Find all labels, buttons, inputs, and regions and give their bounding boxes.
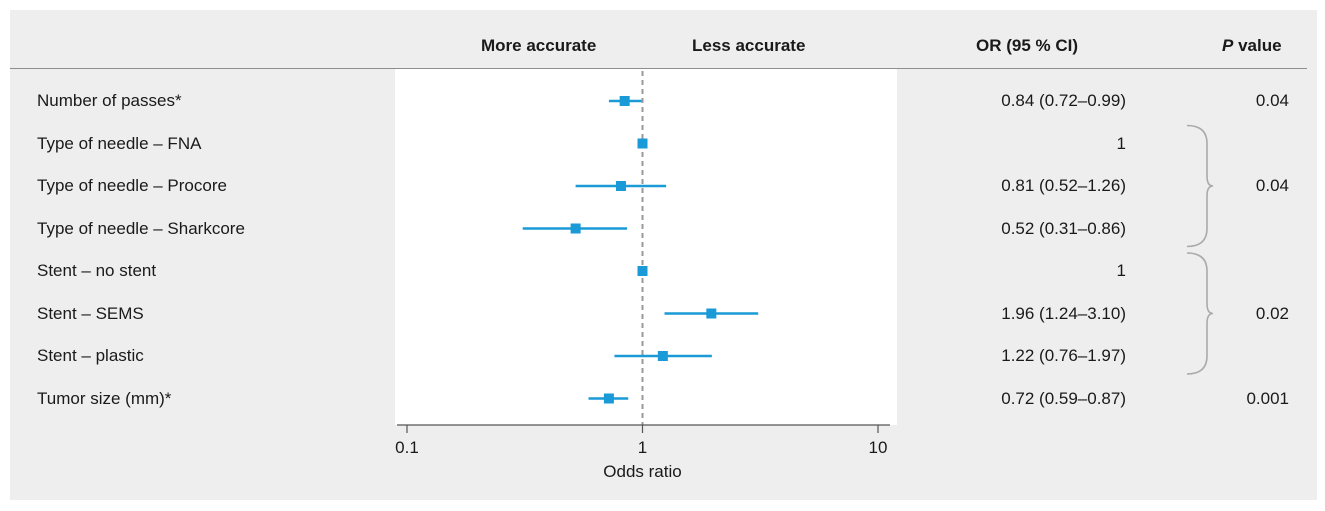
or-ci-value: 0.52 (0.31–0.86) bbox=[1001, 218, 1126, 238]
or-ci-value: 1.96 (1.24–3.10) bbox=[1001, 303, 1126, 323]
point-estimate-marker bbox=[603, 393, 614, 404]
row-label: Stent – plastic bbox=[37, 346, 144, 365]
group-bracket bbox=[1186, 124, 1214, 248]
point-estimate-marker bbox=[615, 181, 626, 191]
point-estimate-marker bbox=[570, 223, 581, 234]
plot-area bbox=[395, 69, 897, 425]
header-p-rest: value bbox=[1233, 36, 1282, 55]
header-row: More accurate Less accurate OR (95 % CI)… bbox=[10, 10, 1317, 70]
or-ci-value: 0.81 (0.52–1.26) bbox=[1001, 176, 1126, 195]
header-or-ci: OR (95 % CI) bbox=[976, 36, 1079, 55]
header-more-accurate: More accurate bbox=[481, 36, 597, 55]
p-value: 0.04 bbox=[1255, 91, 1289, 110]
row-label: Tumor size (mm)* bbox=[37, 388, 172, 408]
row-label: Number of passes* bbox=[37, 91, 182, 110]
x-tick-label: 0.1 bbox=[395, 438, 419, 457]
x-tick-label: 1 bbox=[638, 438, 647, 457]
point-estimate-marker bbox=[657, 351, 668, 361]
point-estimate-marker bbox=[637, 266, 648, 276]
point-estimate-marker bbox=[619, 96, 630, 106]
group-bracket bbox=[1186, 252, 1214, 375]
or-ci-value: 0.72 (0.59–0.87) bbox=[1001, 388, 1126, 408]
forest-plot-figure: More accurate Less accurate OR (95 % CI)… bbox=[10, 10, 1317, 500]
group-p-value: 0.02 bbox=[1255, 303, 1289, 323]
or-ci-value: 1.22 (0.76–1.97) bbox=[1001, 346, 1126, 365]
header-p-letter: P bbox=[1222, 36, 1234, 55]
or-ci-value: 1 bbox=[1116, 261, 1126, 280]
row-label: Type of needle – Sharkcore bbox=[37, 218, 245, 238]
row-label: Stent – SEMS bbox=[37, 303, 144, 323]
row-label: Stent – no stent bbox=[37, 261, 157, 280]
row-label: Type of needle – Procore bbox=[37, 176, 227, 195]
or-ci-value: 0.84 (0.72–0.99) bbox=[1001, 91, 1126, 110]
point-estimate-marker bbox=[637, 138, 648, 149]
x-tick-label: 10 bbox=[869, 438, 888, 457]
row-label: Type of needle – FNA bbox=[37, 133, 202, 153]
group-p-value: 0.04 bbox=[1255, 176, 1289, 195]
forest-plot-svg: 0.1 1 10 Odds ratio bbox=[395, 71, 1214, 481]
point-estimate-marker bbox=[706, 308, 717, 319]
header-p-value: P value bbox=[1222, 36, 1282, 56]
x-axis-label: Odds ratio bbox=[603, 462, 681, 481]
or-ci-value: 1 bbox=[1116, 133, 1126, 153]
header-rule bbox=[10, 68, 1307, 69]
header-less-accurate: Less accurate bbox=[692, 36, 806, 55]
p-value: 0.001 bbox=[1246, 388, 1289, 408]
